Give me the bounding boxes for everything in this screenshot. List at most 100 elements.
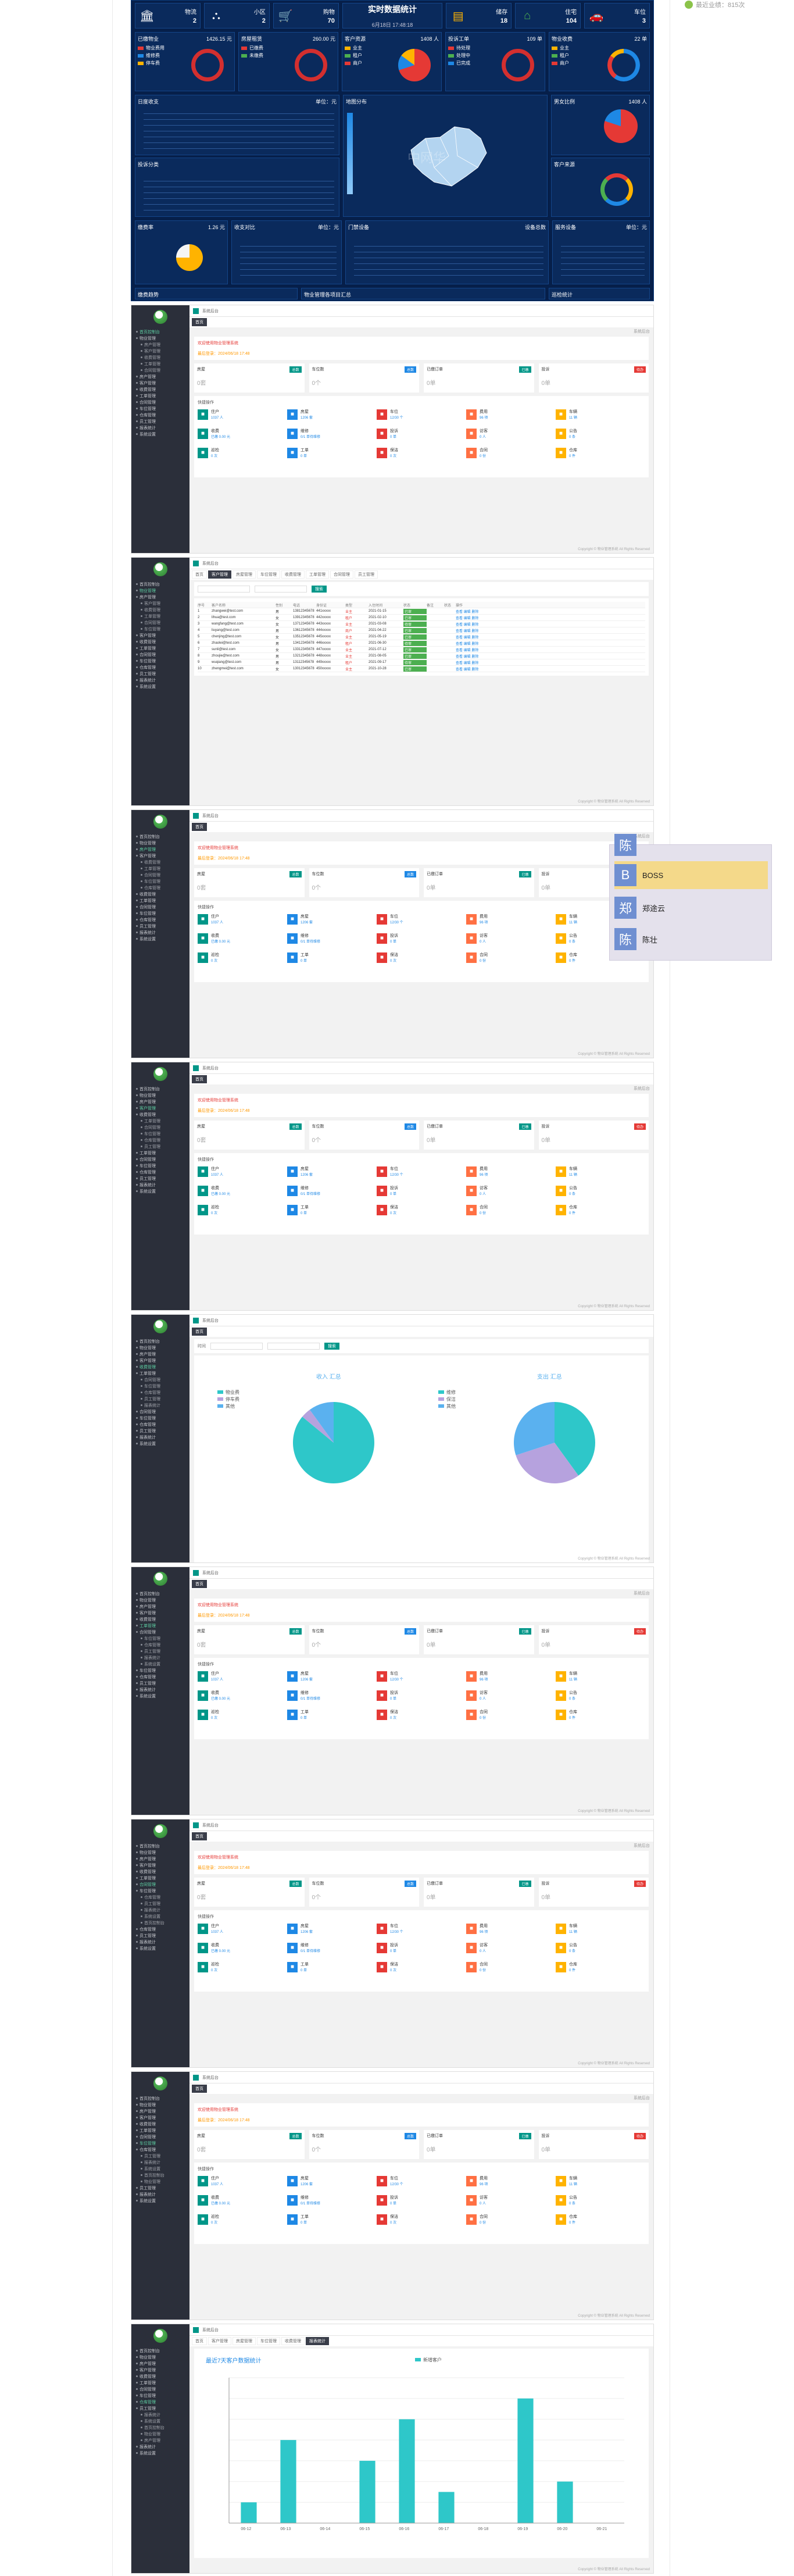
table-cell[interactable]: 查看 编辑 删除 bbox=[456, 655, 479, 659]
quick-item[interactable]: ■ 访客 0 人 bbox=[466, 1185, 556, 1196]
sidebar-item[interactable]: 仓库管理 bbox=[136, 664, 185, 670]
sidebar-item[interactable]: 合同管理 bbox=[136, 399, 185, 405]
sidebar-item[interactable]: 房产管理 bbox=[136, 2108, 185, 2114]
sidebar-item[interactable]: 仓库管理 bbox=[136, 1169, 185, 1175]
tab[interactable]: 收费管理 bbox=[281, 2337, 305, 2345]
sidebar-item[interactable]: 房产管理 bbox=[136, 1351, 185, 1357]
quick-item[interactable]: ■ 仓库 0 件 bbox=[556, 1709, 645, 1720]
quick-item[interactable]: ■ 费用 96 项 bbox=[466, 409, 556, 420]
stat-card[interactable]: 已缴订单 已缴 0单 bbox=[424, 1625, 534, 1654]
sidebar-item[interactable]: 报表统计 bbox=[136, 1434, 185, 1440]
stat-card[interactable]: 已缴订单 已缴 0单 bbox=[424, 868, 534, 897]
sidebar-item[interactable]: 车位管理 bbox=[136, 1667, 185, 1674]
sidebar-subitem[interactable]: 仓库管理 bbox=[141, 884, 185, 891]
stat-card[interactable]: 已缴订单 已缴 0单 bbox=[424, 1121, 534, 1150]
sidebar-item[interactable]: 报表统计 bbox=[136, 1939, 185, 1945]
stat-card[interactable]: 投诉 待办 0单 bbox=[538, 1878, 649, 1907]
search-input[interactable] bbox=[198, 586, 250, 593]
sidebar-item[interactable]: 系统设置 bbox=[136, 1693, 185, 1699]
quick-item[interactable]: ■ 合同 0 份 bbox=[466, 1709, 556, 1720]
sidebar-subitem[interactable]: 车位管理 bbox=[141, 1130, 185, 1137]
sidebar-subitem[interactable]: 报表统计 bbox=[141, 1402, 185, 1408]
quick-item[interactable]: ■ 保洁 0 次 bbox=[377, 952, 466, 963]
quick-item[interactable]: ■ 收费 已缴 0.00 元 bbox=[198, 2195, 287, 2206]
quick-item[interactable]: ■ 投诉 0 单 bbox=[377, 1942, 466, 1953]
home-icon[interactable] bbox=[193, 2074, 199, 2081]
home-icon[interactable] bbox=[193, 812, 199, 819]
home-icon[interactable] bbox=[193, 1569, 199, 1576]
sidebar-item[interactable]: 首页控制台 bbox=[136, 1338, 185, 1344]
stat-card[interactable]: 车位数 总数 0个 bbox=[309, 1121, 419, 1150]
quick-item[interactable]: ■ 住户 1037 人 bbox=[198, 1671, 287, 1682]
tab-home[interactable]: 首页 bbox=[192, 2085, 207, 2093]
quick-item[interactable]: ■ 访客 0 人 bbox=[466, 2195, 556, 2206]
quick-item[interactable]: ■ 保洁 0 次 bbox=[377, 1204, 466, 1215]
quick-item[interactable]: ■ 访客 0 人 bbox=[466, 1690, 556, 1701]
user-menu-item[interactable]: 陈陈壮 bbox=[614, 925, 768, 953]
sidebar-subitem[interactable]: 合同管理 bbox=[141, 1124, 185, 1130]
pie-slice[interactable] bbox=[309, 1402, 334, 1443]
sidebar-item[interactable]: 首页控制台 bbox=[136, 1843, 185, 1849]
tab[interactable]: 车位管理 bbox=[257, 570, 280, 579]
tab-home[interactable]: 首页 bbox=[192, 318, 207, 326]
sidebar-subitem[interactable]: 收费管理 bbox=[141, 606, 185, 613]
sidebar-item[interactable]: 仓库管理 bbox=[136, 1674, 185, 1680]
stat-card[interactable]: 房屋 总数 0套 bbox=[194, 868, 305, 897]
quick-item[interactable]: ■ 仓库 0 件 bbox=[556, 1204, 645, 1215]
sidebar-subitem[interactable]: 报表统计 bbox=[141, 1654, 185, 1661]
sidebar-subitem[interactable]: 客户管理 bbox=[141, 600, 185, 606]
sidebar-item[interactable]: 仓库管理 bbox=[136, 1926, 185, 1932]
sidebar-item[interactable]: 客户管理 bbox=[136, 2114, 185, 2121]
sidebar-item[interactable]: 合同管理 bbox=[136, 1408, 185, 1415]
table-row[interactable]: 9 wuqiang@test.com 男 13112345678 449xxxxx 租户 2… bbox=[198, 659, 645, 666]
sidebar-item[interactable]: 客户管理 bbox=[136, 1610, 185, 1616]
sidebar-item[interactable]: 系统设置 bbox=[136, 936, 185, 942]
table-row[interactable]: 5 chenjing@test.com 女 13512345678 445xxxxx 业主… bbox=[198, 634, 645, 640]
quick-item[interactable]: ■ 公告 0 条 bbox=[556, 1942, 645, 1953]
sidebar-item[interactable]: 报表统计 bbox=[136, 2191, 185, 2197]
sidebar-item[interactable]: 收费管理 bbox=[136, 1868, 185, 1875]
sidebar-item[interactable]: 工单管理 bbox=[136, 1875, 185, 1881]
quick-item[interactable]: ■ 巡检 0 次 bbox=[198, 1709, 287, 1720]
quick-item[interactable]: ■ 仓库 0 件 bbox=[556, 2214, 645, 2225]
sidebar-item[interactable]: 合同管理 bbox=[136, 2386, 185, 2392]
quick-item[interactable]: ■ 车辆 11 辆 bbox=[556, 1923, 645, 1934]
table-row[interactable]: 10 zhengmei@test.com 女 13012345678 450xxxxx 业… bbox=[198, 666, 645, 672]
sidebar-item[interactable]: 系统设置 bbox=[136, 1188, 185, 1194]
tab[interactable]: 车位管理 bbox=[257, 2337, 280, 2345]
sidebar-subitem[interactable]: 仓库管理 bbox=[141, 1894, 185, 1900]
sidebar-subitem[interactable]: 客户管理 bbox=[141, 348, 185, 354]
quick-item[interactable]: ■ 维修 0/1 单待维修 bbox=[287, 428, 377, 439]
sidebar-item[interactable]: 房产管理 bbox=[136, 373, 185, 380]
sidebar-item[interactable]: 车位管理 bbox=[136, 1162, 185, 1169]
table-cell[interactable]: 查看 编辑 删除 bbox=[456, 661, 479, 665]
table-cell[interactable]: 查看 编辑 删除 bbox=[456, 629, 479, 633]
sidebar-item[interactable]: 车位管理 bbox=[136, 405, 185, 412]
sidebar-item[interactable]: 员工管理 bbox=[136, 1428, 185, 1434]
sidebar-subitem[interactable]: 收费管理 bbox=[141, 859, 185, 865]
sidebar-item[interactable]: 工单管理 bbox=[136, 2379, 185, 2386]
kpi-card[interactable]: 🛒 购物 70 bbox=[273, 3, 339, 28]
table-cell[interactable]: 查看 编辑 删除 bbox=[456, 616, 479, 620]
bar[interactable] bbox=[280, 2440, 296, 2523]
home-icon[interactable] bbox=[193, 2327, 199, 2333]
bar[interactable] bbox=[438, 2492, 455, 2523]
sidebar-subitem[interactable]: 仓库管理 bbox=[141, 1389, 185, 1396]
quick-item[interactable]: ■ 费用 96 项 bbox=[466, 914, 556, 925]
quick-item[interactable]: ■ 住户 1037 人 bbox=[198, 914, 287, 925]
sidebar-item[interactable]: 车位管理 bbox=[136, 1415, 185, 1421]
table-row[interactable]: 8 zhoujie@test.com 男 13212345678 448xxxxx 业主 2… bbox=[198, 653, 645, 659]
stat-card[interactable]: 车位数 总数 0个 bbox=[309, 363, 419, 393]
sidebar-item[interactable]: 系统设置 bbox=[136, 1440, 185, 1447]
home-icon[interactable] bbox=[193, 1822, 199, 1828]
sidebar-subitem[interactable]: 系统设置 bbox=[141, 1913, 185, 1919]
quick-item[interactable]: ■ 投诉 0 单 bbox=[377, 428, 466, 439]
sidebar-item[interactable]: 客户管理 bbox=[136, 2367, 185, 2373]
search-button[interactable]: 搜索 bbox=[324, 1343, 339, 1350]
quick-item[interactable]: ■ 车位 12/30 个 bbox=[377, 2175, 466, 2186]
sidebar-subitem[interactable]: 车位管理 bbox=[141, 1635, 185, 1642]
sidebar-subitem[interactable]: 报表统计 bbox=[141, 2411, 185, 2418]
sidebar-item[interactable]: 收费管理 bbox=[136, 2121, 185, 2127]
quick-item[interactable]: ■ 巡检 0 次 bbox=[198, 952, 287, 963]
table-cell[interactable]: 查看 编辑 删除 bbox=[456, 668, 479, 672]
